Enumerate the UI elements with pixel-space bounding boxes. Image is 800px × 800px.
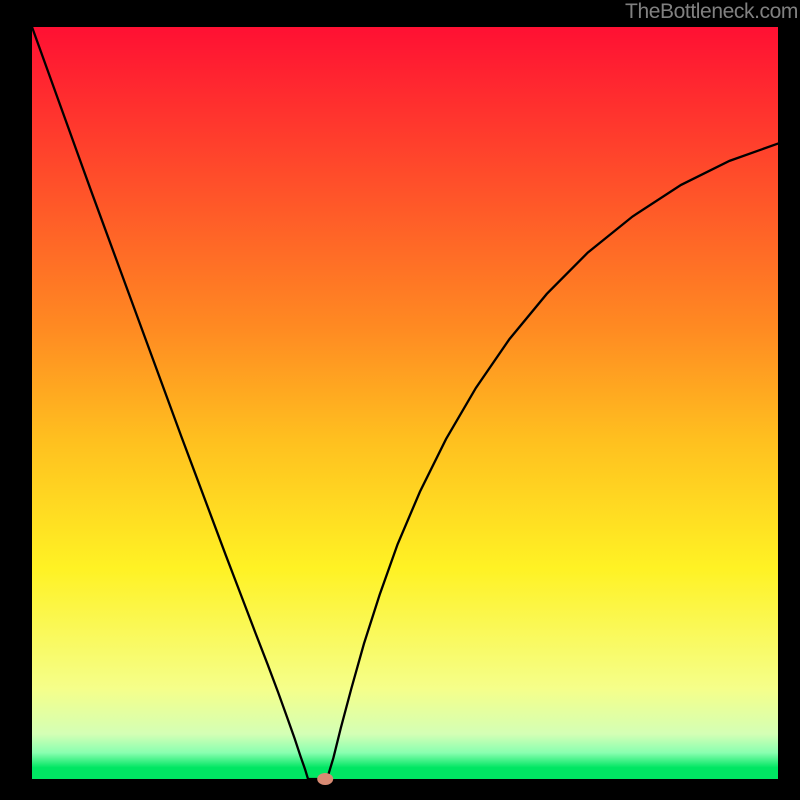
bottleneck-chart (0, 0, 800, 800)
plot-background (32, 27, 778, 779)
chart-container: TheBottleneck.com (0, 0, 800, 800)
optimal-point-marker (317, 773, 333, 785)
watermark-text: TheBottleneck.com (625, 0, 798, 24)
